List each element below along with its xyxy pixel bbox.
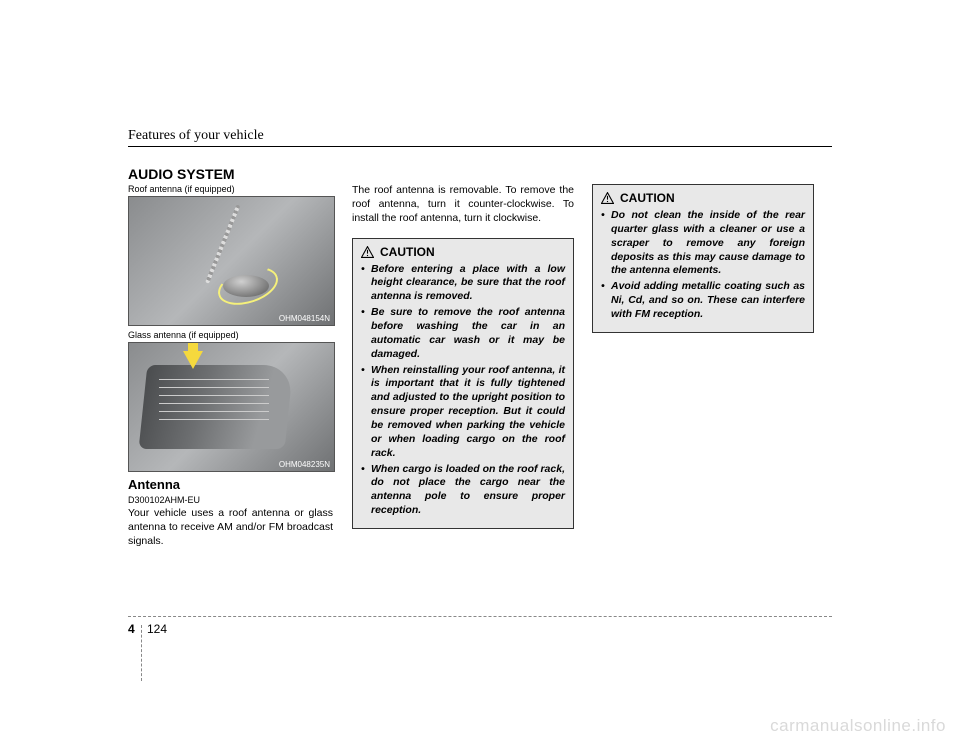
caution-box-glass: CAUTION Do not clean the inside of the r… xyxy=(592,184,814,333)
caution-box-roof: CAUTION Before entering a place with a l… xyxy=(352,238,574,529)
caution-list-glass: Do not clean the inside of the rear quar… xyxy=(601,209,805,322)
down-arrow-icon xyxy=(183,351,203,369)
antenna-heading: Antenna xyxy=(128,477,333,492)
caution-list-roof: Before entering a place with a low heigh… xyxy=(361,263,565,518)
glass-lines xyxy=(159,373,269,433)
column-3: CAUTION Do not clean the inside of the r… xyxy=(592,184,814,333)
doc-code: D300102AHM-EU xyxy=(128,495,333,505)
caution-label: CAUTION xyxy=(620,191,675,205)
watermark: carmanualsonline.info xyxy=(770,716,946,736)
figure-1-caption: Roof antenna (if equipped) xyxy=(128,184,333,194)
caution-item: Be sure to remove the roof antenna befor… xyxy=(361,306,565,361)
caution-item: When reinstalling your roof antenna, it … xyxy=(361,364,565,461)
footer-vertical-rule xyxy=(141,625,142,681)
caution-header: CAUTION xyxy=(361,245,565,259)
figure-glass-antenna: OHM048235N xyxy=(128,342,335,472)
footer-rule xyxy=(128,616,832,617)
caution-item: When cargo is loaded on the roof rack, d… xyxy=(361,463,565,518)
page-number-section: 4 xyxy=(128,622,135,636)
manual-page: Features of your vehicle AUDIO SYSTEM Ro… xyxy=(0,0,960,742)
figure-1-id: OHM048154N xyxy=(279,314,330,323)
figure-2-caption: Glass antenna (if equipped) xyxy=(128,330,333,340)
column-1: Roof antenna (if equipped) OHM048154N Gl… xyxy=(128,184,333,549)
removable-text: The roof antenna is removable. To remove… xyxy=(352,184,574,226)
figure-2-id: OHM048235N xyxy=(279,460,330,469)
caution-label: CAUTION xyxy=(380,245,435,259)
figure-roof-antenna: OHM048154N xyxy=(128,196,335,326)
system-title: AUDIO SYSTEM xyxy=(128,166,235,182)
caution-item: Do not clean the inside of the rear quar… xyxy=(601,209,805,278)
caution-item: Avoid adding metallic coating such as Ni… xyxy=(601,280,805,322)
section-name: Features of your vehicle xyxy=(128,128,264,144)
header-rule xyxy=(128,146,832,147)
rotate-arrow-icon xyxy=(213,260,282,311)
caution-header: CAUTION xyxy=(601,191,805,205)
antenna-description: Your vehicle uses a roof antenna or glas… xyxy=(128,507,333,549)
warning-triangle-icon xyxy=(361,246,374,258)
warning-triangle-icon xyxy=(601,192,614,204)
caution-item: Before entering a place with a low heigh… xyxy=(361,263,565,305)
page-number: 124 xyxy=(147,622,167,636)
column-2: The roof antenna is removable. To remove… xyxy=(352,184,574,529)
